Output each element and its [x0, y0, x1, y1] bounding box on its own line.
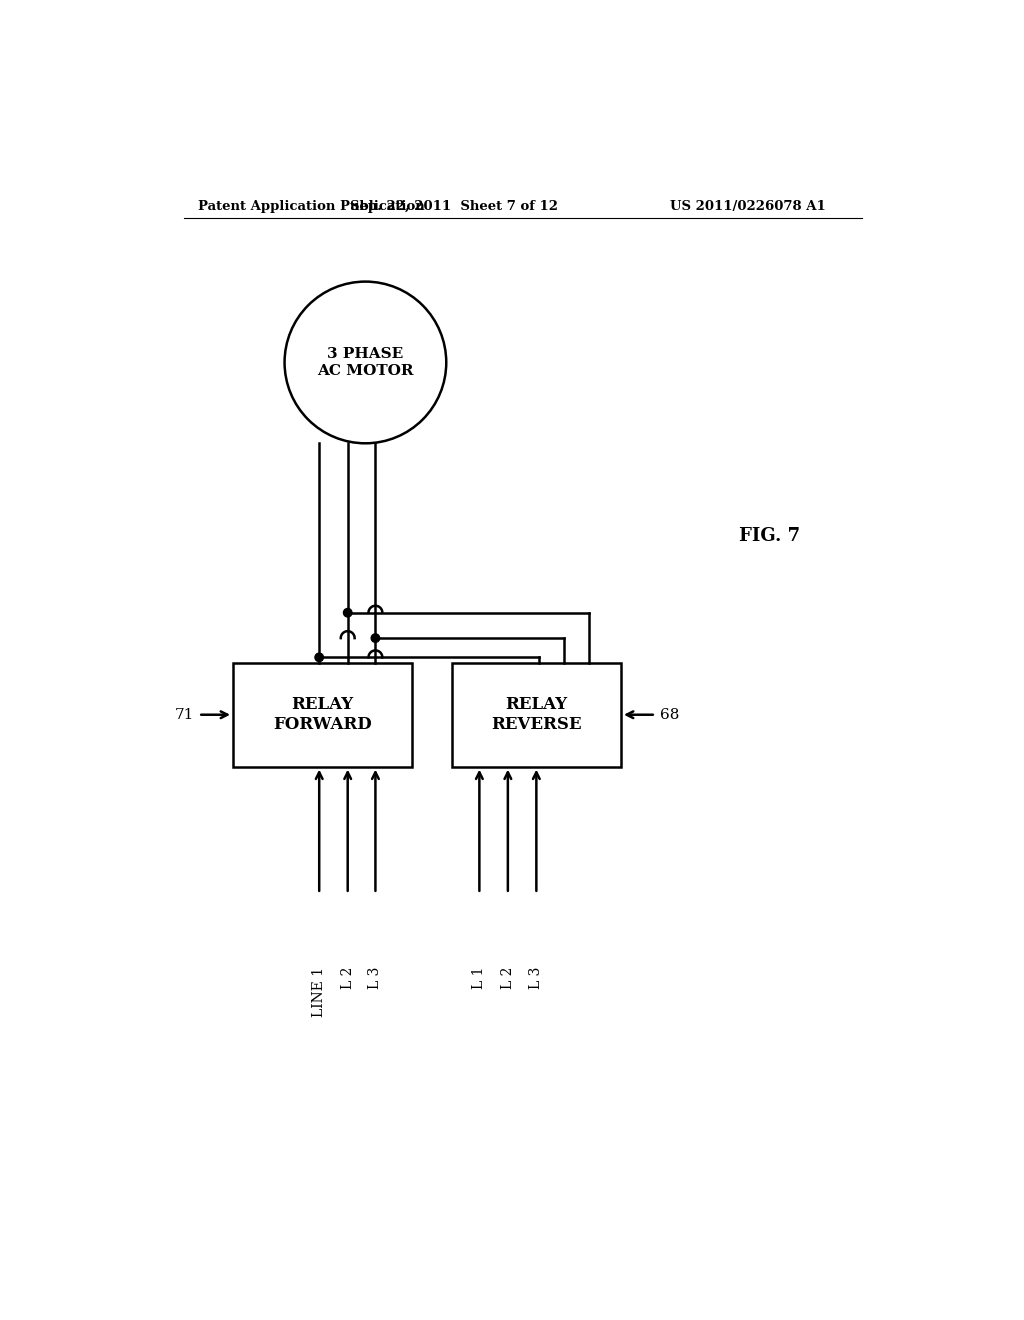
Circle shape [371, 634, 380, 643]
Bar [453, 663, 621, 767]
Text: LINE 1: LINE 1 [312, 966, 327, 1016]
Text: 68: 68 [659, 708, 679, 722]
Text: FIG. 7: FIG. 7 [739, 527, 800, 545]
Text: L 2: L 2 [501, 966, 515, 989]
Text: RELAY
REVERSE: RELAY REVERSE [492, 697, 582, 733]
Bar [233, 663, 412, 767]
Text: L 2: L 2 [341, 966, 354, 989]
Text: Sep. 22, 2011  Sheet 7 of 12: Sep. 22, 2011 Sheet 7 of 12 [350, 199, 558, 213]
Text: L 1: L 1 [472, 966, 486, 990]
Circle shape [315, 653, 324, 661]
Text: 71: 71 [175, 708, 195, 722]
Text: 3 PHASE
AC MOTOR: 3 PHASE AC MOTOR [317, 347, 414, 378]
Text: US 2011/0226078 A1: US 2011/0226078 A1 [670, 199, 825, 213]
Text: L 3: L 3 [369, 966, 382, 989]
Text: Patent Application Publication: Patent Application Publication [199, 199, 425, 213]
Circle shape [343, 609, 352, 616]
Text: RELAY
FORWARD: RELAY FORWARD [273, 697, 372, 733]
Text: L 3: L 3 [529, 966, 544, 989]
